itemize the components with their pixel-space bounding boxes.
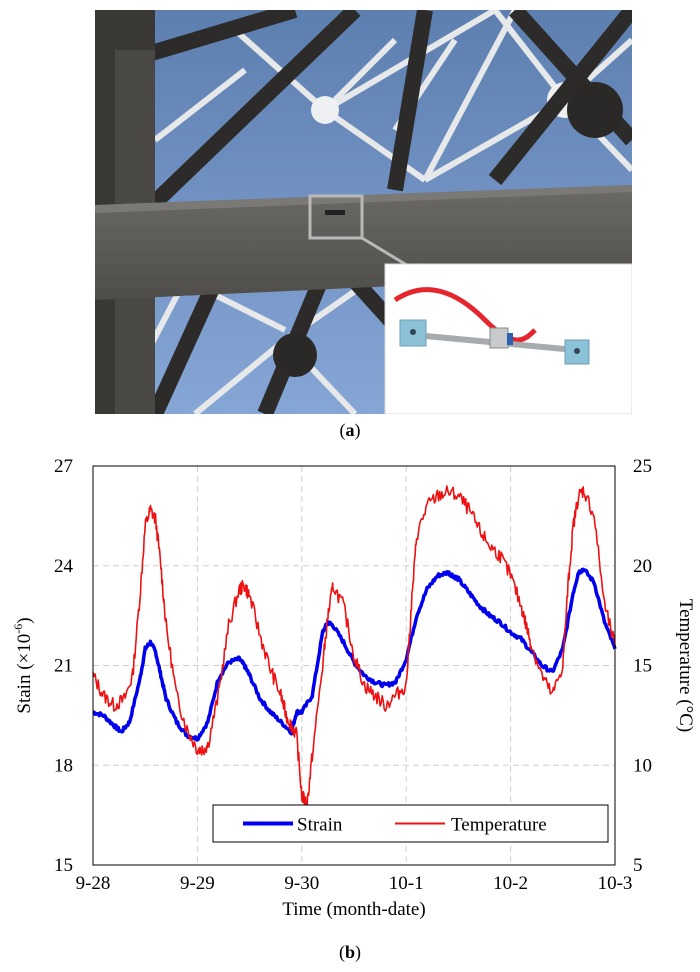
legend-label-strain: Strain <box>297 815 343 836</box>
y-right-axis-label: Temperature (°C) <box>675 599 696 732</box>
legend: Strain Temperature <box>212 804 609 843</box>
x-tick-label: 10-1 <box>389 873 424 894</box>
structure-photo <box>95 10 632 414</box>
series-line-temperature <box>92 485 616 812</box>
plot-frame <box>92 465 616 866</box>
y-left-tick-label: 15 <box>54 855 73 876</box>
y-left-tick-labels: 15 18 21 24 27 <box>54 456 74 876</box>
caption-b: (b) <box>338 942 361 962</box>
y-left-tick-label: 18 <box>54 755 73 776</box>
series-line-strain <box>92 567 617 742</box>
y-right-tick-label: 10 <box>633 755 652 776</box>
y-right-tick-label: 15 <box>633 656 652 677</box>
y-left-tick-label: 27 <box>54 456 73 477</box>
strain-temperature-chart: 9-28 9-29 9-30 10-1 10-2 10-3 15 18 21 24 27 5 10 1… <box>11 456 696 920</box>
x-tick-labels: 9-28 9-29 9-30 10-1 10-2 10-3 <box>76 873 633 894</box>
x-tick-label: 10-2 <box>493 873 528 894</box>
x-tick-label: 9-28 <box>76 873 111 894</box>
y-left-tick-label: 21 <box>54 656 73 677</box>
y-right-tick-label: 5 <box>633 855 643 876</box>
y-left-axis-label: Stain (×10-6) <box>11 617 35 713</box>
y-left-tick-label: 24 <box>54 556 74 577</box>
y-right-tick-label: 20 <box>633 556 652 577</box>
y-right-tick-labels: 5 10 15 20 25 <box>633 456 652 876</box>
x-axis-label: Time (month-date) <box>282 899 425 920</box>
legend-label-temperature: Temperature <box>451 815 547 836</box>
x-tick-label: 10-3 <box>598 873 633 894</box>
x-tick-label: 9-29 <box>180 873 215 894</box>
sensor-highlight-box <box>308 194 364 240</box>
x-tick-label: 9-30 <box>284 873 319 894</box>
y-right-tick-label: 25 <box>633 456 652 477</box>
caption-a: (a) <box>339 420 361 440</box>
chart-series <box>92 485 617 812</box>
